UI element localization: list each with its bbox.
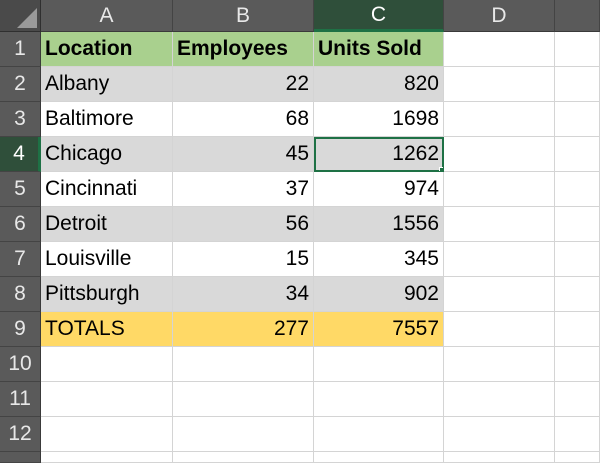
- cell-b4[interactable]: 45: [173, 137, 314, 172]
- cell-e5[interactable]: [555, 172, 600, 207]
- cell-b9-total-employees[interactable]: 277: [173, 312, 314, 347]
- cell-b11[interactable]: [173, 382, 314, 417]
- cell-a4[interactable]: Chicago: [41, 137, 173, 172]
- cell-b13[interactable]: [173, 452, 314, 463]
- row-header-1[interactable]: 1: [0, 32, 41, 67]
- cell-d1[interactable]: [444, 32, 555, 67]
- row-header-5[interactable]: 5: [0, 172, 41, 207]
- cell-d4[interactable]: [444, 137, 555, 172]
- cell-a9-totals-label[interactable]: TOTALS: [41, 312, 173, 347]
- cell-b12[interactable]: [173, 417, 314, 452]
- cell-a8[interactable]: Pittsburgh: [41, 277, 173, 312]
- cell-e2[interactable]: [555, 67, 600, 102]
- cell-c9-total-units[interactable]: 7557: [314, 312, 444, 347]
- cell-b3[interactable]: 68: [173, 102, 314, 137]
- cell-d13[interactable]: [444, 452, 555, 463]
- cell-c2[interactable]: 820: [314, 67, 444, 102]
- cell-b8[interactable]: 34: [173, 277, 314, 312]
- row-header-11[interactable]: 11: [0, 382, 41, 417]
- cell-e4[interactable]: [555, 137, 600, 172]
- cell-c6[interactable]: 1556: [314, 207, 444, 242]
- cell-b10[interactable]: [173, 347, 314, 382]
- column-header-c[interactable]: C: [314, 0, 444, 32]
- cell-e6[interactable]: [555, 207, 600, 242]
- cell-c1[interactable]: Units Sold: [314, 32, 444, 67]
- fill-handle[interactable]: [439, 167, 443, 171]
- cell-c4-active[interactable]: 1262: [314, 137, 444, 172]
- cell-d5[interactable]: [444, 172, 555, 207]
- cell-d9[interactable]: [444, 312, 555, 347]
- row-header-6[interactable]: 6: [0, 207, 41, 242]
- cell-b7[interactable]: 15: [173, 242, 314, 277]
- cell-e8[interactable]: [555, 277, 600, 312]
- cell-c3[interactable]: 1698: [314, 102, 444, 137]
- cell-e12[interactable]: [555, 417, 600, 452]
- cell-b2[interactable]: 22: [173, 67, 314, 102]
- cell-a11[interactable]: [41, 382, 173, 417]
- row-header-9[interactable]: 9: [0, 312, 41, 347]
- row-header-10[interactable]: 10: [0, 347, 41, 382]
- cell-d10[interactable]: [444, 347, 555, 382]
- column-header-a[interactable]: A: [41, 0, 173, 32]
- cell-a1[interactable]: Location: [41, 32, 173, 67]
- cell-e3[interactable]: [555, 102, 600, 137]
- cell-e9[interactable]: [555, 312, 600, 347]
- cell-c4-value: 1262: [392, 142, 439, 165]
- cell-a13[interactable]: [41, 452, 173, 463]
- cell-d12[interactable]: [444, 417, 555, 452]
- cell-d7[interactable]: [444, 242, 555, 277]
- row-header-3[interactable]: 3: [0, 102, 41, 137]
- cell-e10[interactable]: [555, 347, 600, 382]
- cell-a10[interactable]: [41, 347, 173, 382]
- cell-c8[interactable]: 902: [314, 277, 444, 312]
- cell-b1[interactable]: Employees: [173, 32, 314, 67]
- cell-c7[interactable]: 345: [314, 242, 444, 277]
- cell-d2[interactable]: [444, 67, 555, 102]
- cell-a6[interactable]: Detroit: [41, 207, 173, 242]
- cell-c12[interactable]: [314, 417, 444, 452]
- cell-a12[interactable]: [41, 417, 173, 452]
- cell-c5[interactable]: 974: [314, 172, 444, 207]
- column-header-d[interactable]: D: [444, 0, 555, 32]
- cell-e13[interactable]: [555, 452, 600, 463]
- row-header-8[interactable]: 8: [0, 277, 41, 312]
- row-header-7[interactable]: 7: [0, 242, 41, 277]
- cell-b6[interactable]: 56: [173, 207, 314, 242]
- cell-c11[interactable]: [314, 382, 444, 417]
- cell-e7[interactable]: [555, 242, 600, 277]
- cell-d6[interactable]: [444, 207, 555, 242]
- cell-a2[interactable]: Albany: [41, 67, 173, 102]
- row-header-13[interactable]: [0, 452, 41, 463]
- select-all-icon: [17, 8, 37, 28]
- column-header-e[interactable]: [555, 0, 600, 32]
- cell-d8[interactable]: [444, 277, 555, 312]
- cell-d3[interactable]: [444, 102, 555, 137]
- select-all-button[interactable]: [0, 0, 41, 32]
- cell-e1[interactable]: [555, 32, 600, 67]
- column-header-b[interactable]: B: [173, 0, 314, 32]
- cell-c13[interactable]: [314, 452, 444, 463]
- cell-d11[interactable]: [444, 382, 555, 417]
- row-header-4[interactable]: 4: [0, 137, 41, 172]
- cell-b5[interactable]: 37: [173, 172, 314, 207]
- cell-a3[interactable]: Baltimore: [41, 102, 173, 137]
- cell-a7[interactable]: Louisville: [41, 242, 173, 277]
- cell-e11[interactable]: [555, 382, 600, 417]
- cell-c10[interactable]: [314, 347, 444, 382]
- row-header-2[interactable]: 2: [0, 67, 41, 102]
- row-header-12[interactable]: 12: [0, 417, 41, 452]
- cell-a5[interactable]: Cincinnati: [41, 172, 173, 207]
